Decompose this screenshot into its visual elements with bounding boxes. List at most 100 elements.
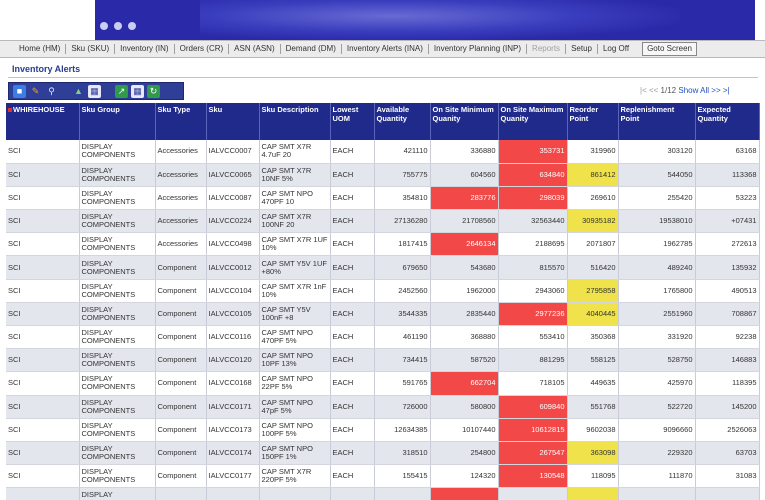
table-row[interactable]: SCI DISPLAY COMPONENTS Component IALVCC0174… [6, 441, 760, 466]
table-row[interactable]: SCI DISPLAY COMPONENTS Component IALVCC0116… [6, 325, 760, 350]
cell-sku: IALVCC0177 [206, 464, 260, 489]
cell-expected: 2526063 [695, 418, 760, 442]
table-row[interactable]: SCI DISPLAY COMPONENTS Component IALVCC0173… [6, 418, 760, 442]
grid-toolbar: ■ ✎ ⚲ ▲ ▦ ↗ ▦ ↻ [8, 82, 184, 100]
cell-avail: 421110 [374, 140, 431, 164]
cell-expected: 135932 [695, 255, 760, 280]
pager-prev[interactable]: |< << [640, 86, 661, 95]
nav-item-setup[interactable]: Setup [566, 44, 598, 54]
cell-wh: SCI [6, 395, 80, 419]
cell-min: 283776 [430, 186, 499, 211]
table-row[interactable]: DISPLAY COMPONENTS [6, 487, 760, 500]
column-header[interactable]: On Site Minimum Quanity [430, 103, 499, 140]
cell-reorder: 551768 [567, 395, 619, 419]
goto-screen-button[interactable]: Goto Screen [642, 42, 697, 56]
pencil-icon[interactable]: ✎ [31, 85, 40, 96]
cell-sku: IALVCC0120 [206, 348, 260, 373]
cell-sku: IALVCC0116 [206, 325, 260, 350]
cell-group: DISPLAY COMPONENTS [79, 441, 156, 466]
table-row[interactable]: SCI DISPLAY COMPONENTS Accessories IALVCC02… [6, 209, 760, 234]
column-header[interactable]: Replenishment Point [618, 103, 696, 140]
cell-group: DISPLAY COMPONENTS [79, 464, 156, 489]
column-header-label: Available Quantity [376, 105, 410, 123]
table-row[interactable]: SCI DISPLAY COMPONENTS Accessories IALVCC00… [6, 163, 760, 187]
cell-max: 553410 [498, 325, 568, 350]
nav-item-orders-cr[interactable]: Orders (CR) [175, 44, 230, 54]
nav-item-inventory-planning-inp[interactable]: Inventory Planning (INP) [429, 44, 528, 54]
cell-group: DISPLAY COMPONENTS [79, 371, 156, 396]
cell-replen: 1765800 [618, 279, 696, 303]
cell-desc: CAP SMT X7R 1nF 10% [259, 279, 331, 303]
column-header[interactable]: Sku Description [259, 103, 331, 140]
column-header[interactable]: Sku [206, 103, 260, 140]
magnifier-icon[interactable]: ⚲ [48, 85, 55, 96]
cell-min: 124320 [430, 464, 499, 489]
cell-group: DISPLAY COMPONENTS [79, 302, 156, 327]
table-icon[interactable]: ▦ [88, 84, 101, 98]
cell-group: DISPLAY COMPONENTS [79, 232, 156, 257]
cell-sku: IALVCC0065 [206, 163, 260, 187]
nav-item-home-hm[interactable]: Home (HM) [14, 44, 67, 54]
table-row[interactable]: SCI DISPLAY COMPONENTS Component IALVCC0171… [6, 395, 760, 419]
refresh-icon[interactable]: ↻ [147, 84, 160, 98]
column-header[interactable]: Sku Group [79, 103, 156, 140]
table-row[interactable]: SCI DISPLAY COMPONENTS Component IALVCC0105… [6, 302, 760, 327]
cell-replen: 489240 [618, 255, 696, 280]
cell-sku: IALVCC0174 [206, 441, 260, 466]
column-header-label: Lowest UOM [332, 105, 359, 123]
cell-type: Component [155, 371, 207, 396]
cell-reorder: 9602038 [567, 418, 619, 442]
column-header[interactable]: Lowest UOM [330, 103, 375, 140]
column-header[interactable]: Sku Type [155, 103, 207, 140]
header-banner [0, 0, 765, 40]
cell-avail: 734415 [374, 348, 431, 373]
pager-next[interactable]: >> >| [711, 86, 730, 95]
cell-sku: IALVCC0224 [206, 209, 260, 234]
cell-sku: IALVCC0104 [206, 279, 260, 303]
cell-group: DISPLAY COMPONENTS [79, 348, 156, 373]
grid-icon[interactable]: ▦ [131, 84, 144, 98]
column-header[interactable]: Available Quantity [374, 103, 431, 140]
cell-desc: CAP SMT NPO 470PF 10 [259, 186, 331, 211]
cell-replen: 1962785 [618, 232, 696, 257]
column-header-label: Sku Description [261, 105, 319, 114]
table-row[interactable]: SCI DISPLAY COMPONENTS Accessories IALVCC00… [6, 186, 760, 211]
cell-type: Component [155, 464, 207, 489]
nav-item-demand-dm[interactable]: Demand (DM) [281, 44, 342, 54]
column-header[interactable]: Reorder Point [567, 103, 619, 140]
cell-expected [695, 487, 760, 500]
nav-item-inventory-in[interactable]: Inventory (IN) [115, 44, 175, 54]
table-row[interactable]: SCI DISPLAY COMPONENTS Component IALVCC0177… [6, 464, 760, 489]
flask-icon[interactable]: ▲ [74, 85, 83, 96]
nav-item-reports: Reports [527, 44, 567, 54]
cell-desc: CAP SMT X7R 1UF 10% [259, 232, 331, 257]
cell-replen: 522720 [618, 395, 696, 419]
cell-uom: EACH [330, 279, 375, 303]
export-icon[interactable]: ↗ [115, 84, 128, 98]
table-row[interactable]: SCI DISPLAY COMPONENTS Component IALVCC0168… [6, 371, 760, 396]
table-row[interactable]: SCI DISPLAY COMPONENTS Component IALVCC0104… [6, 279, 760, 303]
cell-replen: 425970 [618, 371, 696, 396]
cell-wh: SCI [6, 348, 80, 373]
nav-item-asn-asn[interactable]: ASN (ASN) [229, 44, 281, 54]
nav-item-log-off[interactable]: Log Off [602, 44, 630, 53]
table-row[interactable]: SCI DISPLAY COMPONENTS Component IALVCC0120… [6, 348, 760, 373]
pager-show-all[interactable]: Show All [678, 86, 710, 95]
cell-uom: EACH [330, 255, 375, 280]
cell-uom: EACH [330, 163, 375, 187]
nav-item-sku-sku[interactable]: Sku (SKU) [66, 44, 116, 54]
table-row[interactable]: SCI DISPLAY COMPONENTS Component IALVCC0012… [6, 255, 760, 280]
column-header-label: Sku [208, 105, 223, 114]
nav-item-inventory-alerts-ina[interactable]: Inventory Alerts (INA) [342, 44, 429, 54]
cell-group: DISPLAY COMPONENTS [79, 487, 156, 500]
column-header[interactable]: WHIREHOUSE [6, 103, 80, 140]
column-header-label: Replenishment Point [620, 105, 675, 123]
cell-desc: CAP SMT NPO 22PF 5% [259, 371, 331, 396]
cell-replen: 331920 [618, 325, 696, 350]
table-row[interactable]: SCI DISPLAY COMPONENTS Accessories IALVCC00… [6, 140, 760, 164]
column-header[interactable]: On Site Maximum Quanity [498, 103, 568, 140]
table-row[interactable]: SCI DISPLAY COMPONENTS Accessories IALVCC04… [6, 232, 760, 257]
folder-icon[interactable]: ■ [13, 84, 26, 98]
column-header[interactable]: Expected Quantity [695, 103, 760, 140]
cell-max [498, 487, 568, 500]
